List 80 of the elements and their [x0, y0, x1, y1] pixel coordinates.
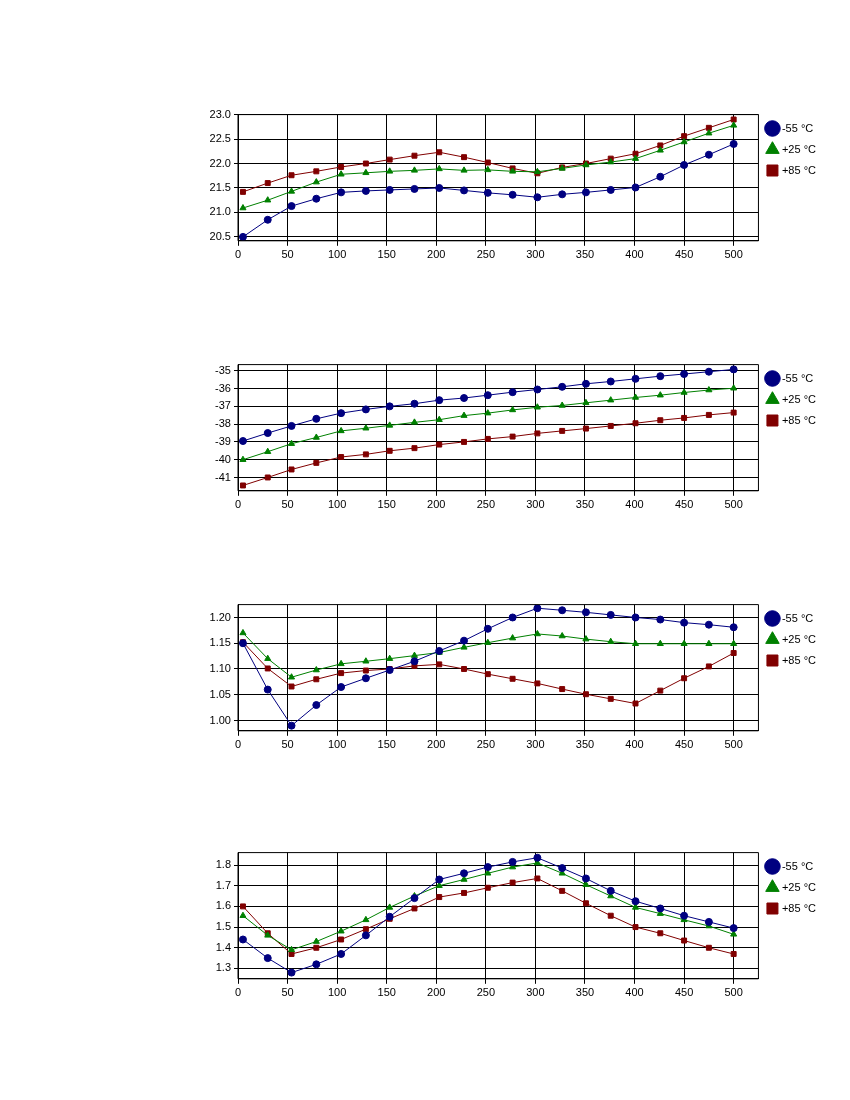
x-tick-label: 500 [724, 248, 743, 261]
y-tick-label: -35 [215, 363, 231, 376]
y-tick-label: -37 [215, 399, 231, 412]
x-tick-label: 150 [377, 248, 396, 261]
x-tick-label: 350 [575, 738, 595, 751]
x-tick-label: 0 [234, 986, 242, 999]
x-tick-label: 50 [281, 738, 294, 751]
x-tick-label: 400 [625, 248, 644, 261]
y-tick-label: 1.10 [209, 662, 231, 675]
y-tick-label: -40 [215, 452, 231, 465]
y-tick-label: 23.0 [209, 107, 231, 120]
y-tick-label: -41 [215, 470, 231, 483]
y-tick-label: -38 [215, 417, 231, 430]
y-tick-label: 1.3 [215, 961, 231, 974]
x-tick-label: 200 [427, 738, 446, 751]
x-tick-label: 100 [327, 986, 347, 999]
x-tick-label: 0 [234, 498, 242, 511]
y-tick-label: 22.0 [209, 156, 231, 169]
x-tick-label: 100 [327, 738, 347, 751]
legend-label: +25 °C [781, 392, 817, 405]
x-tick-label: 150 [377, 498, 396, 511]
y-tick-label: 20.5 [209, 229, 231, 242]
legend-label: +85 °C [781, 653, 817, 666]
x-tick-label: 300 [526, 738, 545, 751]
x-tick-label: 200 [427, 986, 446, 999]
x-tick-label: 100 [327, 498, 347, 511]
x-tick-label: 350 [575, 248, 595, 261]
x-tick-label: 400 [625, 986, 644, 999]
x-tick-label: 150 [377, 738, 396, 751]
x-tick-label: 100 [327, 248, 347, 261]
x-tick-label: 0 [234, 738, 242, 751]
legend-label: -55 °C [781, 121, 814, 134]
x-tick-label: 450 [674, 738, 694, 751]
y-tick-label: 1.8 [215, 858, 231, 871]
y-tick-label: 1.6 [215, 899, 231, 912]
y-tick-label: 22.5 [209, 132, 231, 145]
y-tick-label: 1.4 [215, 940, 231, 953]
x-tick-label: 200 [427, 498, 446, 511]
legend-label: +25 °C [781, 142, 817, 155]
x-tick-label: 250 [476, 498, 496, 511]
x-tick-label: 500 [724, 498, 743, 511]
x-tick-label: 250 [476, 738, 496, 751]
legend-label: +85 °C [781, 163, 817, 176]
y-tick-label: 1.20 [209, 610, 231, 623]
x-tick-label: 450 [674, 248, 694, 261]
x-tick-label: 300 [526, 248, 545, 261]
x-tick-label: 50 [281, 498, 294, 511]
y-tick-label: 21.0 [209, 205, 231, 218]
x-tick-label: 250 [476, 248, 496, 261]
x-tick-label: 450 [674, 498, 694, 511]
y-tick-label: 1.5 [215, 920, 231, 933]
legend-label: +25 °C [781, 880, 817, 893]
x-tick-label: 50 [281, 986, 294, 999]
x-tick-label: 300 [526, 986, 545, 999]
y-tick-label: 1.7 [215, 878, 231, 891]
y-tick-label: 1.15 [209, 636, 231, 649]
x-tick-label: 0 [234, 248, 242, 261]
x-tick-label: 400 [625, 498, 644, 511]
y-tick-label: 21.5 [209, 181, 231, 193]
x-tick-label: 300 [526, 498, 545, 511]
legend-label: +25 °C [781, 632, 817, 645]
legend-label: -55 °C [781, 611, 814, 624]
x-tick-label: 200 [427, 248, 446, 261]
legend-label: -55 °C [781, 371, 814, 384]
x-tick-label: 450 [674, 986, 694, 999]
legend-label: +85 °C [781, 413, 817, 426]
x-tick-label: 400 [625, 738, 644, 751]
x-tick-label: 500 [724, 738, 743, 751]
legend-label: -55 °C [781, 859, 814, 872]
x-tick-label: 350 [575, 986, 595, 999]
y-tick-label: 1.00 [209, 713, 231, 726]
x-tick-label: 50 [281, 248, 294, 261]
y-tick-label: -39 [215, 434, 231, 447]
x-tick-label: 250 [476, 986, 496, 999]
x-tick-label: 150 [377, 986, 396, 999]
y-tick-label: -36 [215, 381, 231, 394]
y-tick-label: 1.05 [209, 687, 231, 700]
x-tick-label: 500 [724, 986, 743, 999]
x-tick-label: 350 [575, 498, 595, 511]
legend-label: +85 °C [781, 901, 817, 914]
